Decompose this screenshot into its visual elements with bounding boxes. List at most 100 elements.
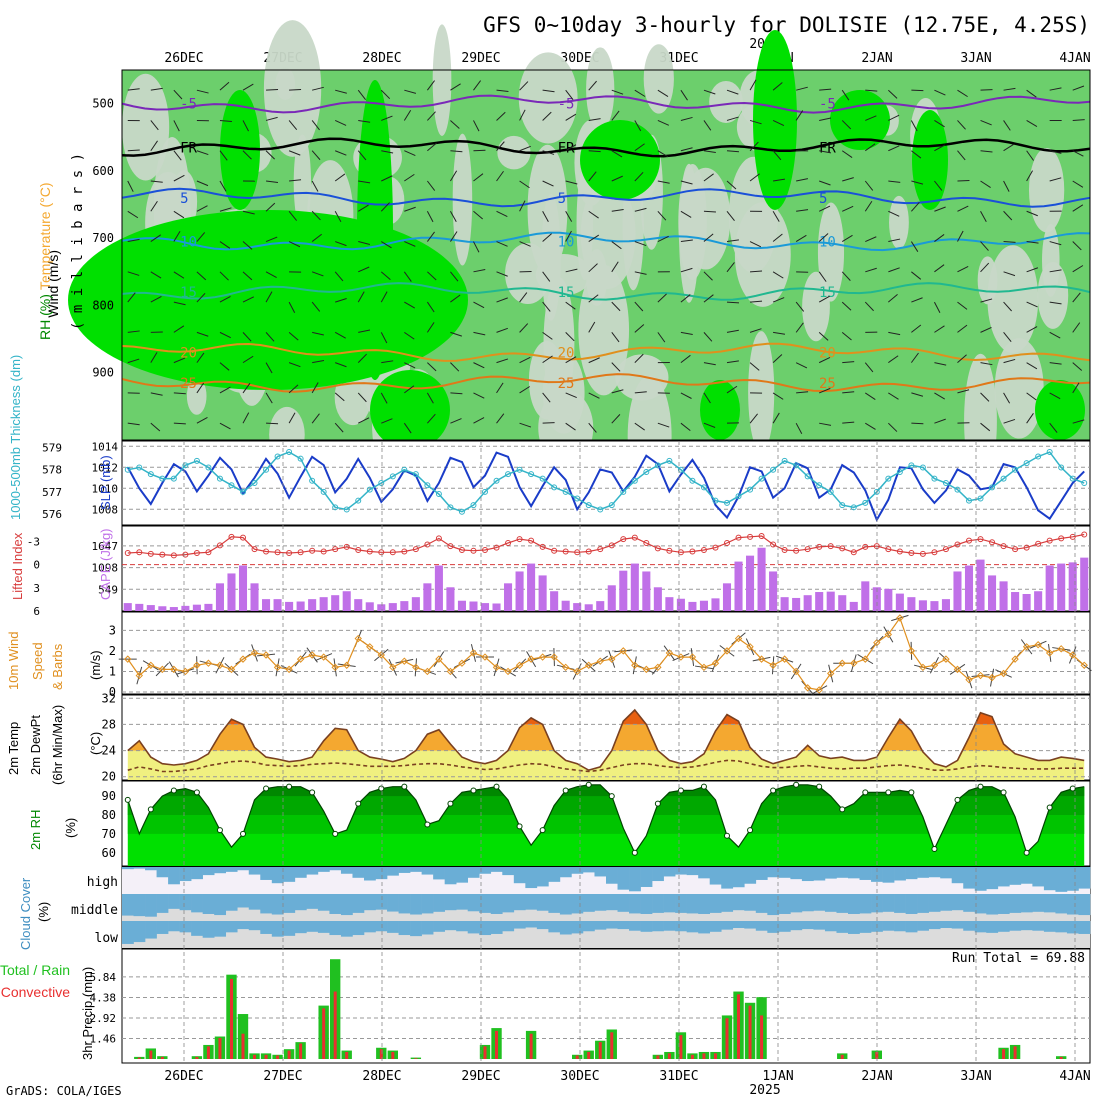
wind-barb — [980, 119, 992, 126]
precip-convective-bar — [656, 1055, 660, 1059]
wind-barb — [864, 200, 873, 212]
wind-barb — [980, 150, 993, 153]
li-tick: 0 — [33, 559, 40, 572]
cloud-cell-high — [375, 867, 388, 880]
wind-barb — [519, 145, 531, 152]
wind-speed-point — [412, 663, 420, 672]
thickness-point — [827, 488, 834, 495]
cloud-cell-middle — [1009, 894, 1022, 913]
rh-dry-patch — [994, 338, 1044, 439]
cloud-cell-low — [813, 921, 826, 930]
label-precip-total: Total / Rain — [0, 962, 70, 978]
wind-barb — [772, 412, 780, 424]
thickness-point — [643, 468, 650, 475]
wind-barb — [841, 89, 850, 101]
wind-barb — [911, 324, 922, 333]
rh-point — [240, 830, 246, 837]
wind-barb — [634, 120, 642, 132]
precip-tick: 1.46 — [90, 1032, 117, 1045]
wind-barb — [680, 239, 693, 243]
wind-barb — [680, 422, 691, 432]
wind-barb — [726, 262, 735, 273]
wind-barb — [588, 321, 596, 333]
wind-barb — [1049, 150, 1062, 154]
wind-barb — [818, 295, 830, 303]
cloud-cell-middle — [145, 894, 157, 917]
cape-bar — [619, 570, 628, 611]
cloud-cell-low — [421, 921, 434, 935]
wind-barb — [726, 180, 737, 190]
thickness-tick: 576 — [42, 508, 62, 521]
wind-barb — [404, 362, 416, 369]
cloud-cell-high — [801, 867, 814, 882]
wind-barb — [818, 271, 827, 282]
cloud-cell-middle — [525, 894, 538, 910]
cloud-cell-middle — [836, 894, 849, 913]
cape-bar — [699, 600, 708, 611]
wind-barb — [426, 231, 435, 242]
isotherm-label: 10 — [819, 235, 836, 251]
wind-barb — [150, 120, 159, 131]
wind-barb — [380, 271, 391, 281]
cloud-cell-low — [882, 921, 895, 931]
cape-bar — [907, 597, 916, 611]
label-temp-unit: (°C) — [88, 732, 103, 755]
cloud-cell-high — [721, 867, 734, 889]
wind-barb — [957, 230, 964, 242]
isotherm-label: 5 — [180, 191, 188, 207]
cloud-cell-low — [1078, 921, 1091, 934]
wind-barb — [473, 210, 483, 220]
wind-speed-point — [262, 651, 270, 659]
wind-speed-point — [930, 661, 939, 669]
isotherm-line — [121, 342, 1091, 362]
wind-barb — [334, 173, 346, 182]
wind-barb — [703, 294, 714, 303]
wind-barb — [1026, 362, 1038, 370]
wind-speed-point — [400, 657, 409, 665]
cloud-cell-low — [709, 921, 722, 932]
wind-barb — [634, 422, 645, 431]
thickness-point — [366, 486, 373, 493]
cloud-cell-middle — [387, 894, 399, 912]
wind-barb — [887, 89, 898, 99]
wind-barb — [703, 173, 714, 182]
cape-bar — [434, 565, 443, 611]
cloud-cell-middle — [859, 894, 872, 914]
label-slp: SLP (mb) — [98, 455, 113, 510]
cloud-cell-high — [352, 867, 365, 878]
wind-barb — [634, 271, 647, 275]
wind-speed-point — [446, 667, 455, 676]
thickness-point — [412, 471, 419, 478]
wind-barb — [703, 332, 713, 342]
cape-bar — [1080, 557, 1089, 611]
rh-point — [401, 783, 408, 790]
wind-barb — [841, 331, 852, 341]
thickness-point — [539, 475, 546, 482]
cloud-cell-low — [848, 921, 860, 934]
wind-barb — [657, 332, 666, 343]
label-rh2m-unit: (%) — [63, 818, 78, 838]
wind-barb — [312, 360, 325, 364]
wind-barb — [311, 382, 319, 394]
cape-bar — [630, 563, 639, 611]
cloud-cell-high — [467, 867, 480, 878]
cape-bar — [792, 597, 801, 611]
rh-tick: 70 — [102, 827, 116, 841]
wind-barb — [519, 109, 526, 121]
wind-barb — [819, 387, 831, 394]
cloud-cell-low — [260, 921, 273, 934]
rh-moist-patch — [580, 120, 660, 200]
wind-barb — [265, 236, 278, 243]
rh-point — [793, 781, 800, 788]
thickness-point — [1035, 453, 1042, 460]
thickness-point — [251, 480, 258, 486]
wind-barb — [588, 294, 599, 303]
wind-barb — [957, 120, 966, 130]
thickness-point — [516, 466, 523, 473]
wind-barb — [358, 180, 371, 184]
cloud-cell-high — [963, 867, 976, 889]
cloud-cell-high — [283, 867, 296, 882]
cloud-cell-low — [364, 921, 376, 933]
wind-speed-point — [435, 655, 443, 663]
wind-barb — [473, 301, 485, 309]
